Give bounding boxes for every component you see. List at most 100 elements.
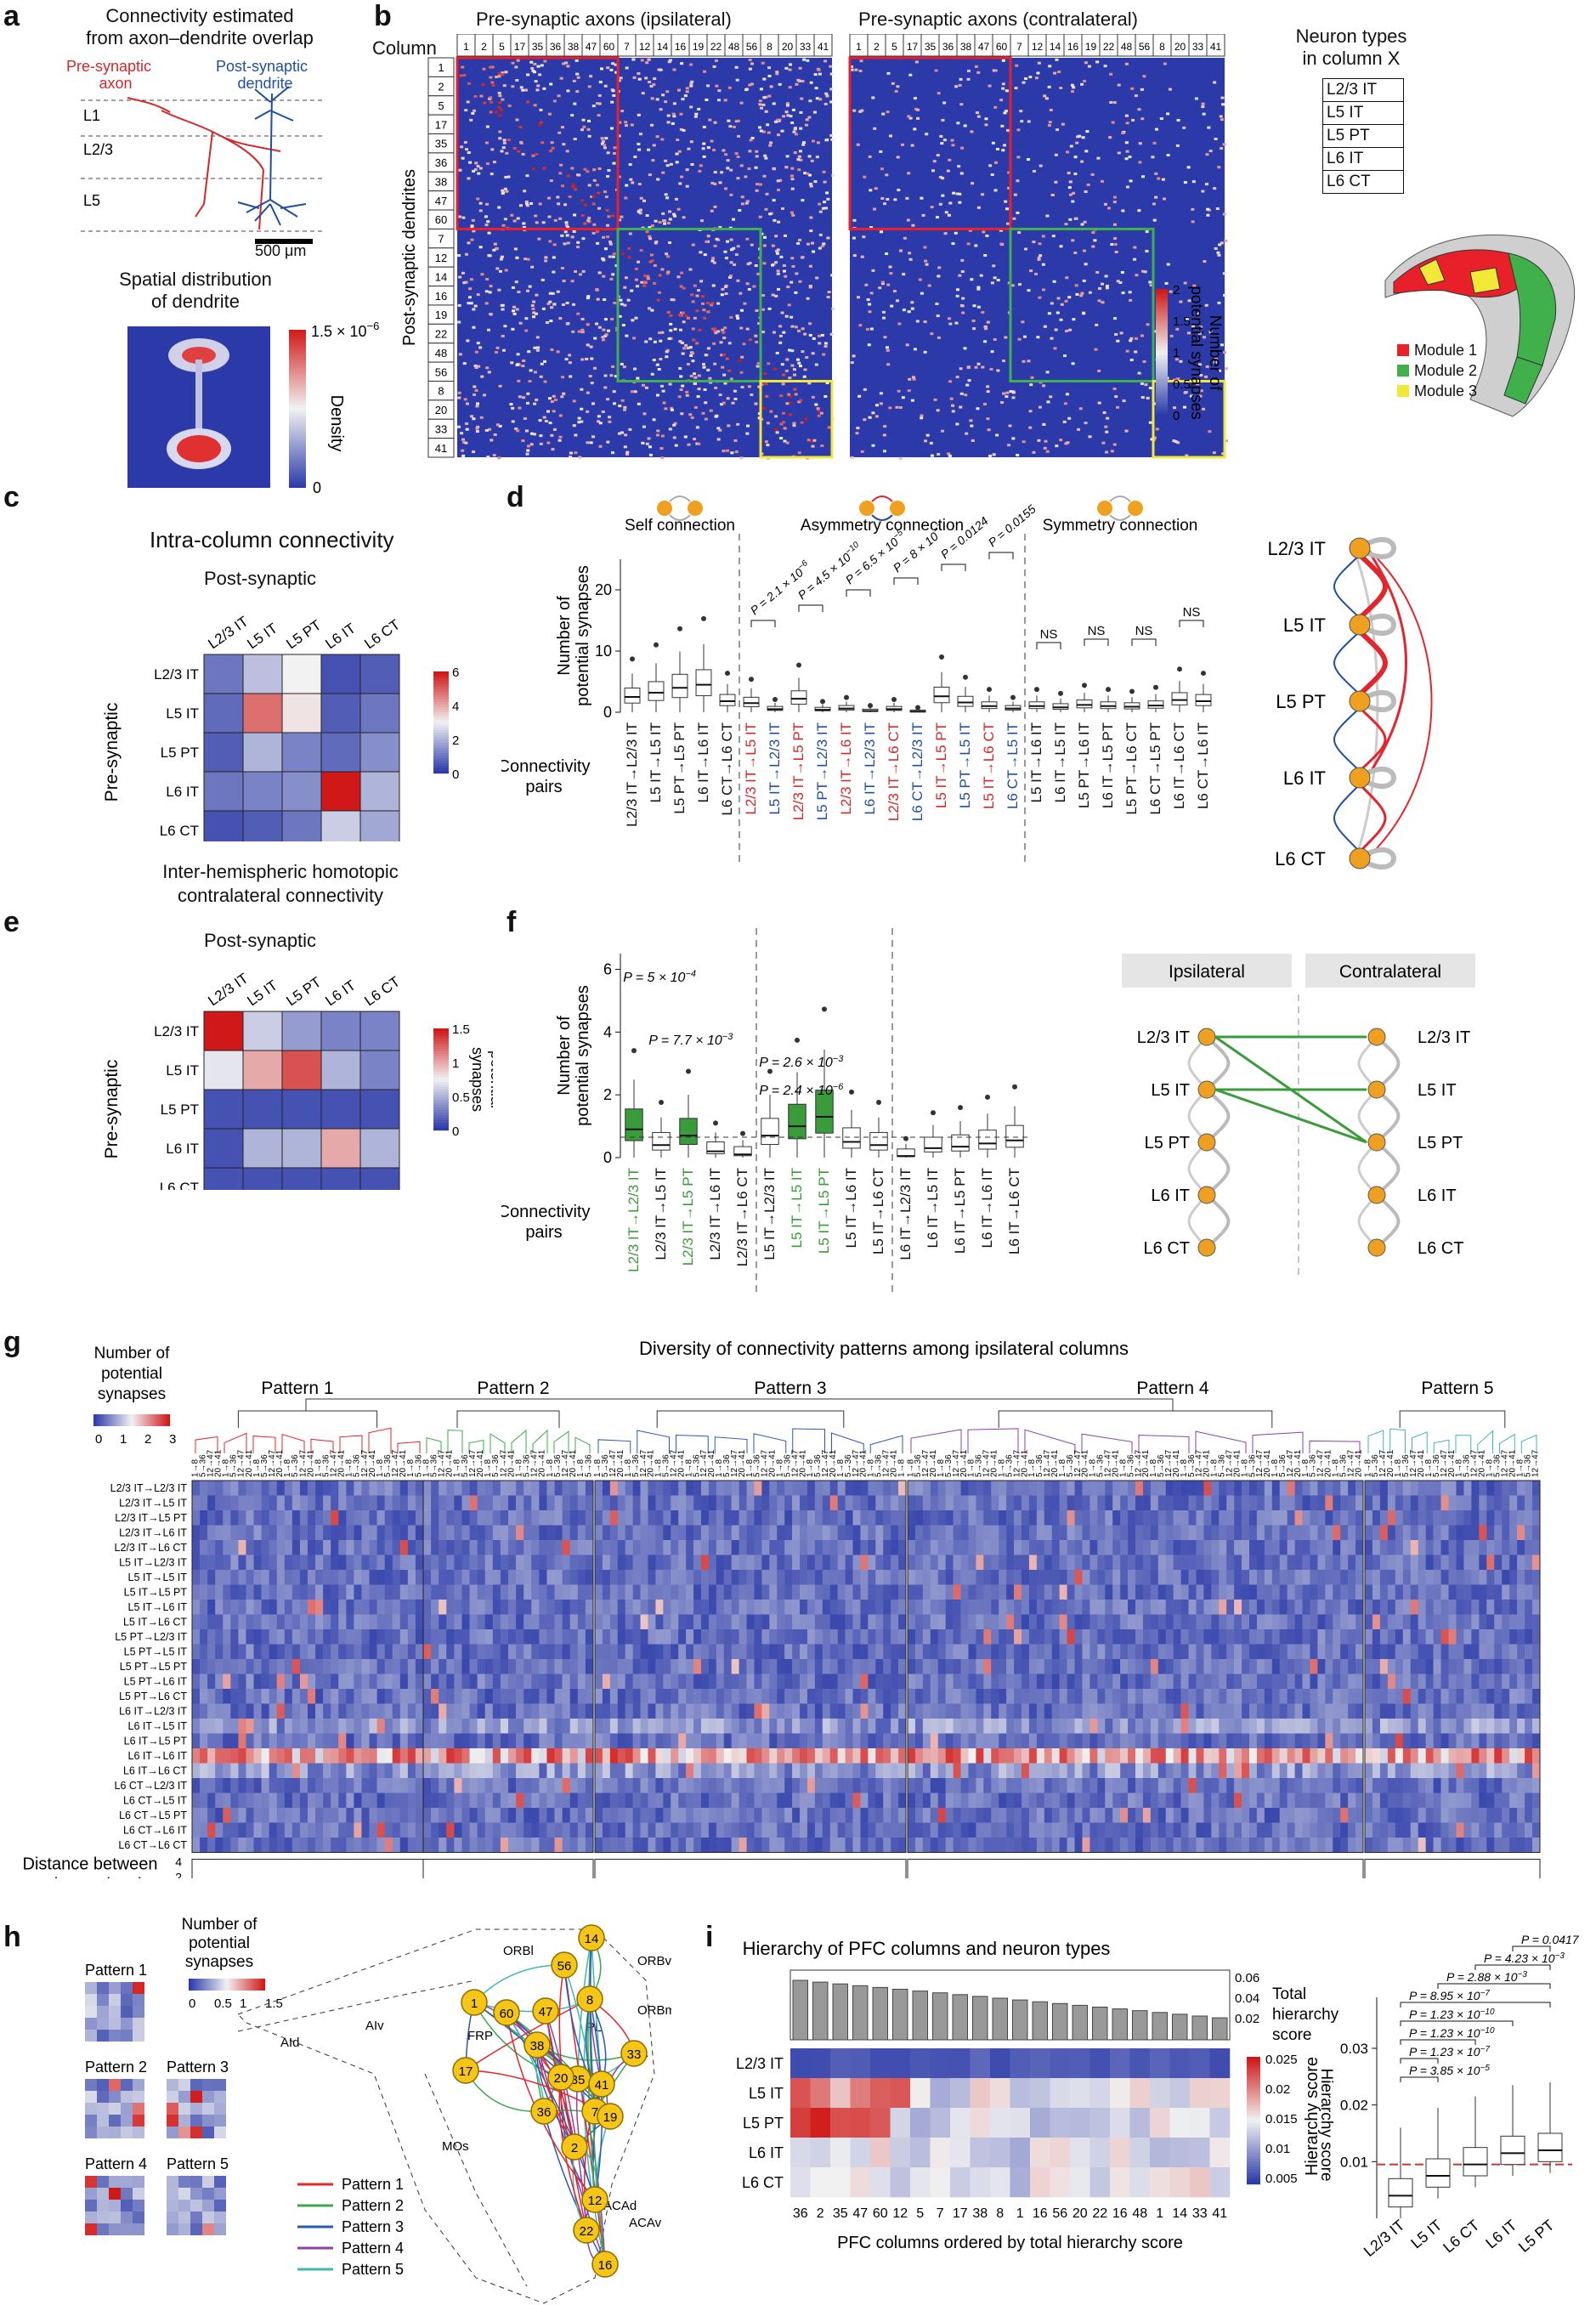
g-cell xyxy=(777,1644,785,1660)
g-cell xyxy=(539,1555,547,1571)
ipsi-header xyxy=(1122,954,1292,988)
g-cell xyxy=(439,1659,447,1674)
col-label: 16 xyxy=(1067,41,1079,53)
g-cell xyxy=(1317,1838,1326,1853)
g-cell xyxy=(1463,1629,1472,1645)
g-cell xyxy=(500,1659,509,1674)
col-label: 1 xyxy=(463,41,469,53)
g-cell xyxy=(822,1719,831,1734)
g-cell xyxy=(508,1495,517,1511)
g-cell xyxy=(516,1540,524,1555)
g-cell xyxy=(968,1540,976,1555)
g-cell xyxy=(983,1540,992,1555)
g-cell xyxy=(845,1495,853,1511)
g-cell xyxy=(1173,1495,1181,1511)
g-cell xyxy=(1418,1748,1426,1764)
g-cell xyxy=(1418,1822,1426,1838)
g-cell xyxy=(1287,1629,1295,1645)
g-cell xyxy=(1456,1792,1464,1809)
g-cell xyxy=(640,1719,648,1734)
g-cell xyxy=(883,1570,891,1585)
g-cell xyxy=(1448,1525,1457,1541)
g-cell xyxy=(891,1748,899,1764)
g-cell xyxy=(686,1510,694,1526)
g-cell xyxy=(461,1584,470,1600)
g-cell xyxy=(1256,1763,1265,1779)
g-cell xyxy=(500,1510,509,1526)
g-cell xyxy=(1448,1733,1457,1749)
g-cell xyxy=(323,1792,331,1809)
neuron-type-2: L5 PT xyxy=(1323,125,1403,148)
g-cell xyxy=(1135,1600,1144,1615)
g-cell xyxy=(1287,1778,1295,1793)
g-cell xyxy=(739,1748,747,1764)
g-cell xyxy=(945,1584,954,1600)
g-cell xyxy=(1180,1778,1189,1793)
g-cell xyxy=(875,1778,884,1793)
g-cell xyxy=(640,1540,648,1555)
g-cell xyxy=(585,1584,594,1600)
g-cell xyxy=(207,1838,216,1853)
g-cell xyxy=(860,1629,869,1645)
g-cell xyxy=(299,1659,308,1674)
g-cell xyxy=(883,1629,891,1645)
col-pair-label: 1→8 xyxy=(1027,1458,1037,1477)
g-cell xyxy=(640,1763,648,1779)
g-cell xyxy=(524,1481,532,1496)
g-cell xyxy=(569,1614,579,1630)
g-cell xyxy=(983,1525,992,1541)
g-cell xyxy=(883,1540,891,1555)
col-label: 12 xyxy=(1032,41,1044,53)
g-cell xyxy=(845,1674,853,1690)
g-cell xyxy=(1448,1778,1457,1793)
col-pair-label: 12→47 xyxy=(1255,1449,1265,1477)
col-label: 36 xyxy=(942,41,954,53)
col-pair-label: 12→47 xyxy=(438,1449,447,1477)
g-cell xyxy=(693,1481,702,1496)
col-pair-label: 1→8 xyxy=(453,1458,462,1477)
g-cell xyxy=(1082,1703,1090,1719)
g-cell xyxy=(369,1510,377,1526)
g-cell xyxy=(1372,1510,1381,1526)
g-cell xyxy=(700,1540,710,1555)
g-cell xyxy=(492,1748,501,1764)
g-cell xyxy=(930,1808,939,1823)
g-cell xyxy=(648,1719,656,1734)
network-node xyxy=(1349,690,1371,712)
g-cell xyxy=(431,1644,439,1660)
g-cell xyxy=(238,1689,246,1704)
g-cell xyxy=(731,1570,739,1585)
g-cell xyxy=(1173,1659,1181,1674)
g-cell xyxy=(1135,1570,1144,1585)
post-type-label: L5 PT xyxy=(283,617,324,653)
g-cell xyxy=(784,1838,793,1853)
g-cell xyxy=(539,1733,547,1749)
g-cell xyxy=(731,1808,739,1823)
g-cell xyxy=(1006,1703,1015,1719)
g-cell xyxy=(625,1674,633,1690)
g-cell xyxy=(800,1719,808,1734)
g-cell xyxy=(230,1674,239,1690)
g-cell xyxy=(852,1822,861,1838)
g-cell xyxy=(369,1540,377,1555)
g-cell xyxy=(999,1644,1007,1660)
g-cell xyxy=(569,1733,579,1749)
g-cell xyxy=(1379,1525,1389,1541)
g-cell xyxy=(415,1481,424,1496)
g-cell xyxy=(1157,1659,1167,1674)
g-cell xyxy=(1395,1674,1404,1690)
g-cell xyxy=(1074,1644,1083,1660)
col-pair-label: 12→47 xyxy=(699,1449,709,1477)
g-cell xyxy=(1333,1600,1341,1615)
g-cell xyxy=(1418,1600,1426,1615)
cbar-tick: 1.5 xyxy=(452,1022,470,1037)
g-cell xyxy=(852,1644,861,1660)
g-cell xyxy=(1456,1555,1464,1571)
g-cell xyxy=(415,1674,424,1690)
g-cell xyxy=(192,1792,201,1809)
g-cell xyxy=(1165,1600,1174,1615)
g-cell xyxy=(454,1525,462,1541)
g-cell xyxy=(230,1748,239,1764)
box xyxy=(933,686,950,704)
g-cell xyxy=(968,1644,976,1660)
